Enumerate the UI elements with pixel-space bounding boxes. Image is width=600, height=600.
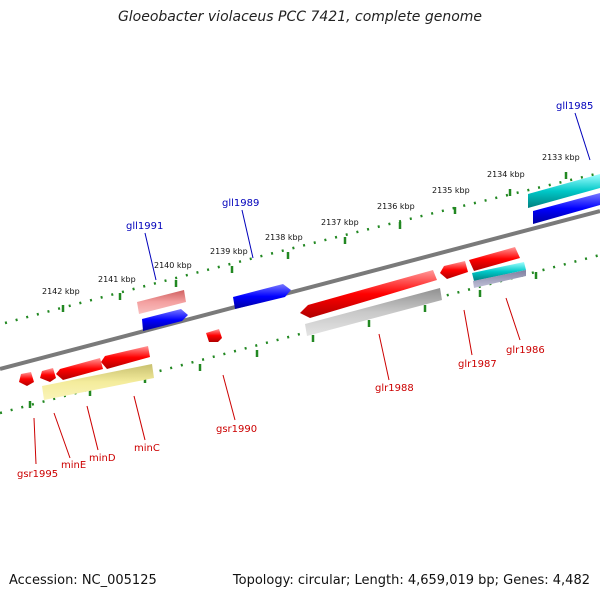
- reverse-callouts: [33, 297, 521, 465]
- gene-minCDE-cds[interactable]: [42, 364, 154, 400]
- gene-label-glr1986[interactable]: glr1986: [506, 345, 545, 356]
- gene-gll1989[interactable]: [233, 284, 291, 309]
- gene-glr1986[interactable]: [469, 247, 520, 271]
- gene-label-gll1989[interactable]: gll1989: [222, 198, 259, 209]
- map-title: Gloeobacter violaceus PCC 7421, complete…: [117, 9, 483, 25]
- tick-label: 2138 kbp: [265, 233, 303, 242]
- tick-label: 2141 kbp: [98, 275, 136, 284]
- tick-label: 2137 kbp: [321, 218, 359, 227]
- gene-glr1987[interactable]: [440, 261, 468, 279]
- gene-glr1986-cds[interactable]: [472, 262, 526, 281]
- forward-callouts: [144, 112, 591, 281]
- gene-label-minD[interactable]: minD: [89, 453, 116, 464]
- gene-gll1985[interactable]: [533, 193, 600, 224]
- genome-backbone: [0, 209, 600, 371]
- gene-gll1985-cds[interactable]: [528, 174, 600, 208]
- gene-minC[interactable]: [101, 346, 150, 369]
- gene-gsr1990[interactable]: [206, 329, 222, 342]
- gene-glr1986-cds2[interactable]: [473, 270, 526, 288]
- gene-gll1991-cds[interactable]: [137, 290, 186, 314]
- upper-ruler-ticks: [61, 172, 568, 312]
- tick-label: 2133 kbp: [542, 153, 580, 162]
- gene-minD[interactable]: [56, 358, 103, 380]
- gene-label-gll1985[interactable]: gll1985: [556, 101, 593, 112]
- tick-label: 2136 kbp: [377, 202, 415, 211]
- tick-label: 2139 kbp: [210, 247, 248, 256]
- gene-label-gsr1995[interactable]: gsr1995: [17, 469, 58, 480]
- gene-gll1991[interactable]: [142, 309, 188, 331]
- tick-label: 2140 kbp: [154, 261, 192, 270]
- tick-label: 2134 kbp: [487, 170, 525, 179]
- gene-minE[interactable]: [40, 368, 56, 382]
- topology-summary: Topology: circular; Length: 4,659,019 bp…: [232, 573, 590, 588]
- tick-label: 2142 kbp: [42, 287, 80, 296]
- gene-label-minC[interactable]: minC: [134, 443, 160, 454]
- gene-gsr1995[interactable]: [19, 372, 34, 386]
- tick-label: 2135 kbp: [432, 186, 470, 195]
- ruler-tick-labels: 2142 kbp 2141 kbp 2140 kbp 2139 kbp 2138…: [42, 153, 580, 296]
- gene-label-gll1991[interactable]: gll1991: [126, 221, 163, 232]
- gene-label-minE[interactable]: minE: [61, 460, 86, 471]
- gene-glr1988-cds[interactable]: [305, 288, 442, 336]
- accession-text: Accession: NC_005125: [9, 573, 157, 588]
- gene-label-gsr1990[interactable]: gsr1990: [216, 424, 257, 435]
- gene-labels: gll1985 gll1989 gll1991 glr1986 glr1987 …: [17, 101, 593, 480]
- gene-label-glr1988[interactable]: glr1988: [375, 383, 414, 394]
- gene-glr1988[interactable]: [300, 270, 437, 318]
- gene-label-glr1987[interactable]: glr1987: [458, 359, 497, 370]
